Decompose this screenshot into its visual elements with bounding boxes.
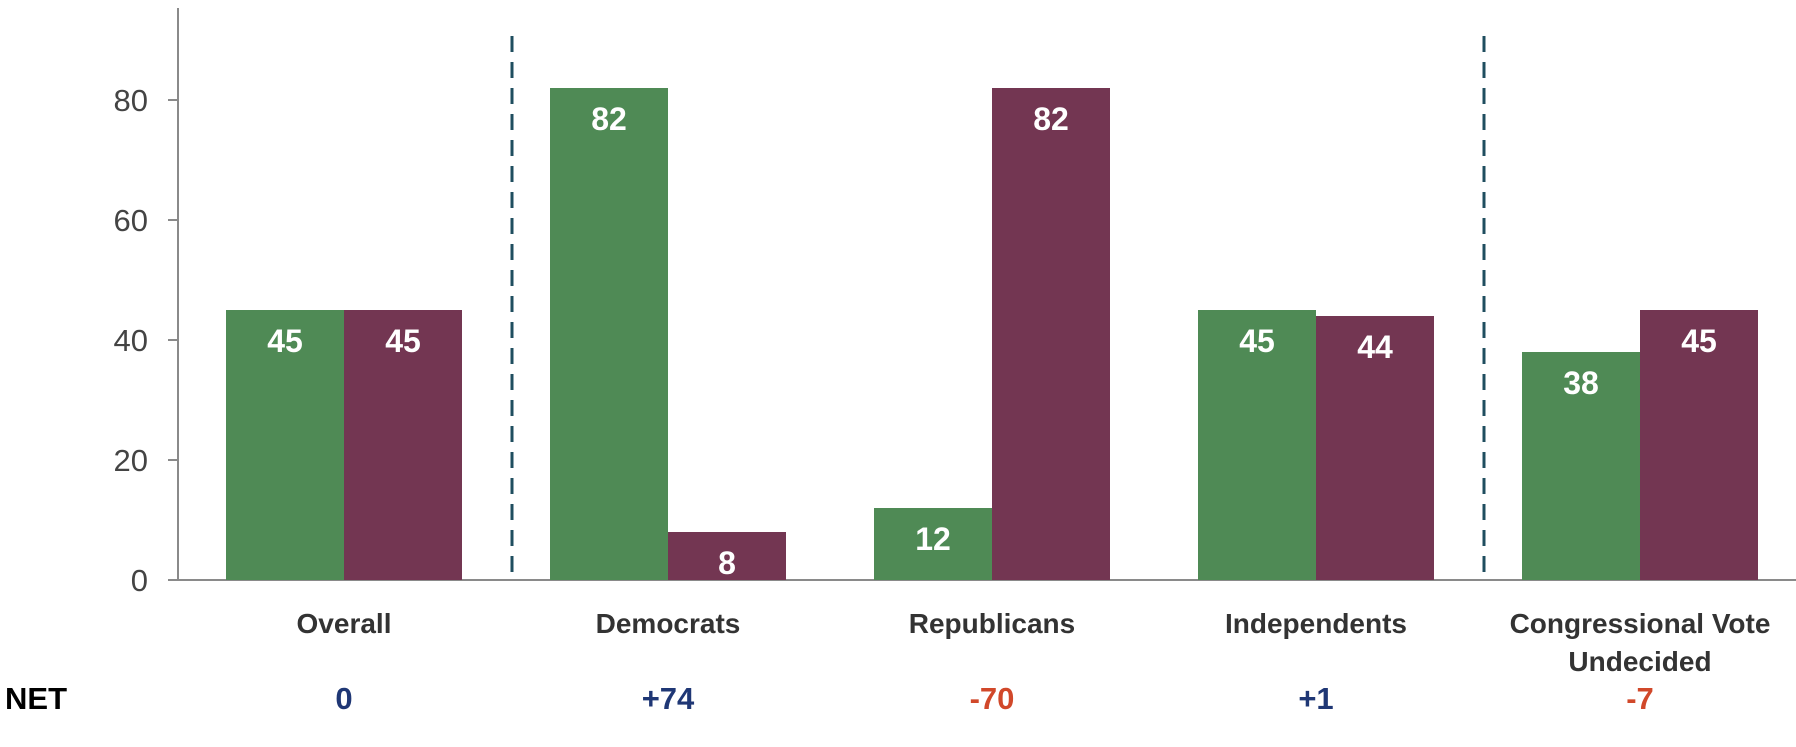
bar [992,88,1110,580]
y-tick-label: 60 [114,203,148,238]
net-value: -70 [970,681,1015,716]
bar [344,310,462,580]
y-tick-label: 0 [131,563,148,598]
bar-value-label: 45 [1681,323,1717,359]
net-row: NET 0 +74 -70 +1 -7 [5,681,1654,716]
net-value: +1 [1298,681,1333,716]
group-dividers [510,36,1486,580]
category-labels: Overall Democrats Republicans Independents C… [297,608,1771,677]
bar-value-label: 12 [915,521,951,557]
bar [1316,316,1434,580]
bar [226,310,344,580]
bar-value-label: 45 [1239,323,1275,359]
bar [550,88,668,580]
bar [1640,310,1758,580]
bar [1198,310,1316,580]
y-tick-label: 40 [114,323,148,358]
category-label: Republicans [909,608,1075,639]
bar-value-label: 44 [1357,329,1393,365]
bar-value-label: 82 [1033,101,1069,137]
bar-value-label: 38 [1563,365,1599,401]
category-label: Democrats [596,608,741,639]
net-title: NET [5,681,67,716]
bar [668,532,786,580]
bar-value-label: 45 [267,323,303,359]
category-label: Congressional Vote Undecided [1510,608,1771,677]
net-value: +74 [642,681,695,716]
bar [874,508,992,580]
bars [226,88,1758,580]
bar-value-label: 45 [385,323,421,359]
y-tick-label: 20 [114,443,148,478]
bar [1522,352,1640,580]
net-value: 0 [335,681,352,716]
bar-value-labels: 45 45 82 8 12 82 45 44 38 45 [267,101,1717,581]
bar-value-label: 8 [718,545,736,581]
net-value: -7 [1626,681,1654,716]
category-label: Overall [297,608,392,639]
category-label: Independents [1225,608,1407,639]
bar-value-label: 82 [591,101,627,137]
y-tick-label: 80 [114,83,148,118]
